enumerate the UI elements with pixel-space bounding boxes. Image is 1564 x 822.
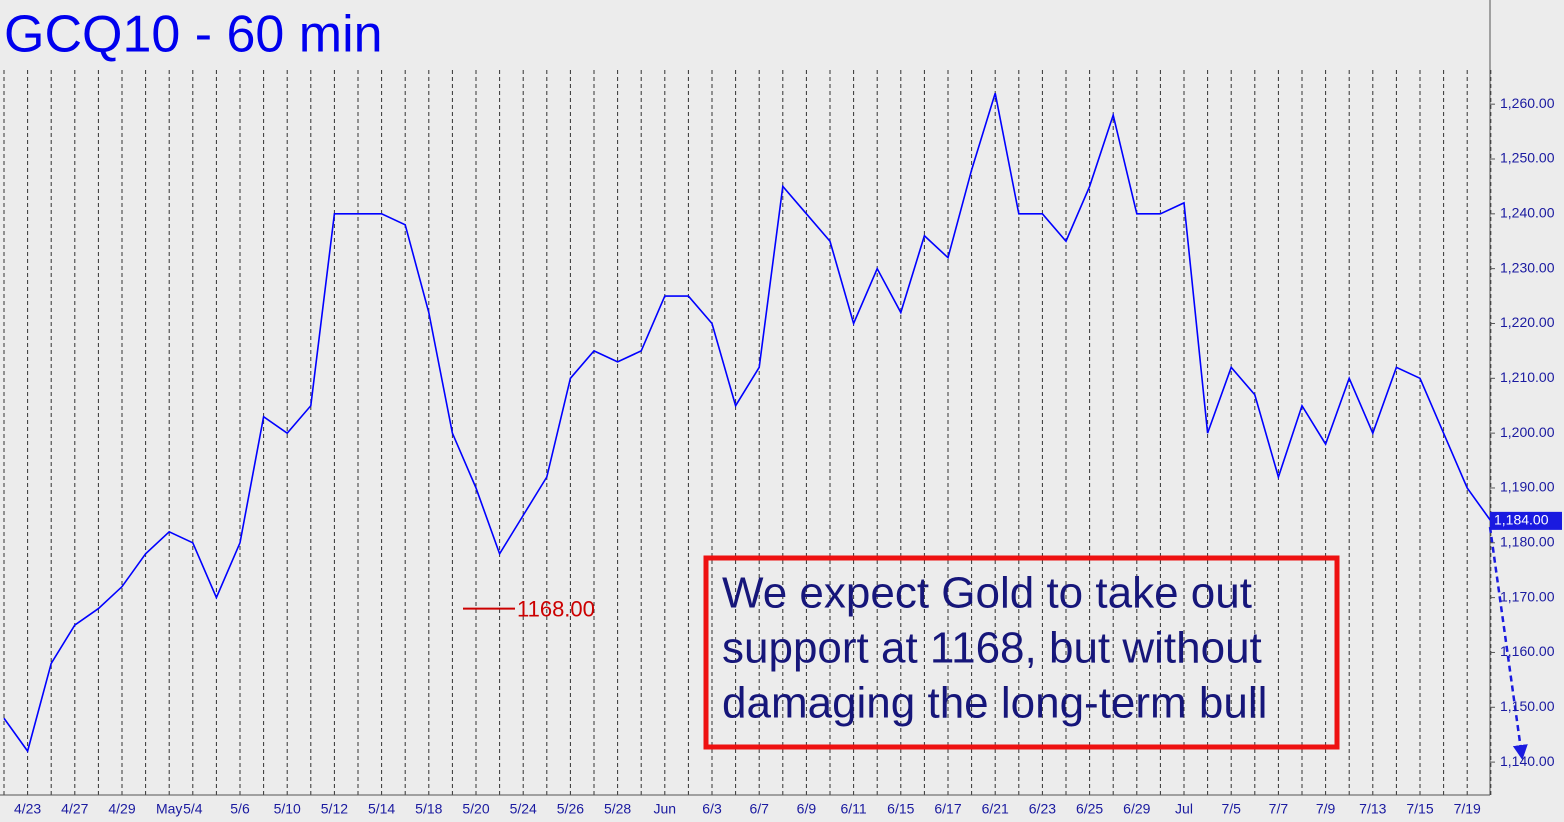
y-tick-label: 1,140.00 <box>1500 753 1555 769</box>
x-tick-label: 5/14 <box>368 801 395 817</box>
y-tick-label: 1,160.00 <box>1500 643 1555 659</box>
x-tick-label: 6/17 <box>934 801 961 817</box>
x-tick-label: May <box>156 801 182 817</box>
x-tick-label: 5/28 <box>604 801 631 817</box>
last-price-label: 1,184.00 <box>1494 512 1549 528</box>
x-tick-label: 5/18 <box>415 801 442 817</box>
x-tick-label: 7/19 <box>1454 801 1481 817</box>
note-line: damaging the long-term bull <box>722 679 1267 728</box>
x-tick-label: 7/9 <box>1316 801 1336 817</box>
x-tick-label: 5/26 <box>557 801 584 817</box>
x-tick-label: Jun <box>654 801 677 817</box>
projection-arrow <box>1488 526 1528 760</box>
y-tick-label: 1,240.00 <box>1500 205 1555 221</box>
x-tick-label: 4/27 <box>61 801 88 817</box>
y-tick-label: 1,180.00 <box>1500 533 1555 549</box>
x-tick-label: 6/25 <box>1076 801 1103 817</box>
chart-title: GCQ10 - 60 min <box>4 6 383 64</box>
y-tick-label: 1,220.00 <box>1500 314 1555 330</box>
price-line <box>3 92 1492 753</box>
x-tick-label: 4/23 <box>14 801 41 817</box>
x-tick-label: 5/10 <box>274 801 301 817</box>
y-tick-label: 1,200.00 <box>1500 424 1555 440</box>
x-tick-label: 6/23 <box>1029 801 1056 817</box>
x-tick-label: 5/12 <box>321 801 348 817</box>
x-tick-label: 6/15 <box>887 801 914 817</box>
note-box <box>703 555 1340 750</box>
x-tick-label: 6/11 <box>840 801 866 817</box>
x-tick-label: 6/21 <box>982 801 1009 817</box>
x-tick-label: 6/29 <box>1123 801 1150 817</box>
x-tick-label: 7/7 <box>1269 801 1289 817</box>
x-tick-label: 5/6 <box>230 801 250 817</box>
y-tick-label: 1,250.00 <box>1500 150 1555 166</box>
x-tick-label: 7/5 <box>1221 801 1241 817</box>
x-tick-label: Jul <box>1175 801 1193 817</box>
x-tick-label: 6/3 <box>702 801 722 817</box>
note-line: support at 1168, but without <box>722 624 1262 673</box>
y-tick-label: 1,210.00 <box>1500 369 1555 385</box>
x-tick-label: 6/9 <box>797 801 817 817</box>
x-tick-label: 7/13 <box>1359 801 1386 817</box>
y-tick-label: 1,230.00 <box>1500 259 1555 275</box>
y-tick-label: 1,170.00 <box>1500 588 1555 604</box>
y-tick-label: 1,150.00 <box>1500 698 1555 714</box>
x-tick-label: 7/15 <box>1406 801 1433 817</box>
x-tick-label: 5/24 <box>510 801 537 817</box>
x-tick-label: 4/29 <box>108 801 135 817</box>
note-line: We expect Gold to take out <box>722 569 1252 618</box>
x-tick-label: 5/20 <box>462 801 489 817</box>
x-tick-label: 6/7 <box>749 801 769 817</box>
y-tick-label: 1,260.00 <box>1500 95 1555 111</box>
x-tick-label: 5/4 <box>183 801 203 817</box>
last-price-tag <box>1490 511 1562 530</box>
support-label: 1168.00 <box>517 596 595 621</box>
y-tick-label: 1,190.00 <box>1500 479 1555 495</box>
